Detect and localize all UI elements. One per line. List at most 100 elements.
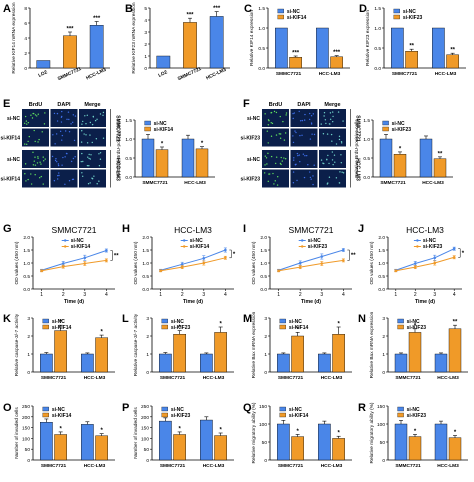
y-tick-label: 0 xyxy=(27,458,30,464)
y-tick-label: 1 xyxy=(27,352,30,358)
cell-dot xyxy=(273,110,276,113)
legend-entry: si-KIF14 xyxy=(52,413,72,419)
data-point xyxy=(40,269,43,273)
data-point xyxy=(180,265,184,269)
y-tick-label: 0.0 xyxy=(23,287,30,293)
legend-entry: si-KIF23 xyxy=(423,244,443,250)
y-tick-label: 0.5 xyxy=(258,46,265,52)
cell-dot xyxy=(299,134,301,137)
cell-dot xyxy=(333,154,336,156)
cell-dot xyxy=(52,134,54,136)
y-tick-label: 200 xyxy=(22,415,30,421)
y-tick-label: 1 xyxy=(144,54,147,60)
cell-dot xyxy=(332,115,334,118)
significance-mark: * xyxy=(178,426,181,432)
y-tick-label: 250 xyxy=(22,404,30,410)
y-axis-title: OD values (450 nm) xyxy=(14,241,20,284)
cell-dot xyxy=(266,130,269,132)
significance-mark: * xyxy=(201,141,204,147)
y-tick-label: 2 xyxy=(264,334,267,340)
y-tick-label: 0.5 xyxy=(125,156,132,162)
bar xyxy=(173,434,187,461)
legend-entry: si-KIF14 xyxy=(154,127,174,133)
cell-dot xyxy=(24,163,27,165)
cell-dot xyxy=(34,140,36,143)
significance-mark: * xyxy=(59,426,62,432)
x-tick-label: 2 xyxy=(414,292,417,298)
bar xyxy=(332,438,346,461)
cell-dot xyxy=(85,134,87,136)
bar xyxy=(394,423,408,461)
y-tick-label: 200 xyxy=(141,415,149,421)
panel-letter-h: H xyxy=(122,223,130,235)
significance-mark: * xyxy=(161,141,164,147)
cell-dot xyxy=(95,138,98,140)
cell-dot xyxy=(331,111,334,113)
y-tick-label: 2.0 xyxy=(23,235,30,241)
significance-mark: * xyxy=(454,430,457,436)
bar xyxy=(275,27,288,69)
cell-dot xyxy=(58,172,60,174)
cell-dot xyxy=(40,163,42,165)
cell-dot xyxy=(74,115,77,117)
chart-k: 0 1 2 3 Relative caspase-3/-7 activity * SMMC7… xyxy=(14,313,115,381)
data-point xyxy=(224,248,227,252)
cell-dot xyxy=(61,134,64,137)
y-tick-label: 250 xyxy=(141,404,149,410)
legend-swatch xyxy=(279,406,286,412)
y-tick-label: 5 xyxy=(144,6,147,12)
cell-dot xyxy=(302,153,305,155)
cell-dot xyxy=(88,165,90,167)
cell-dot xyxy=(292,141,295,144)
y-tick-label: 150 xyxy=(22,426,30,432)
cell-dot xyxy=(81,172,83,174)
bar xyxy=(394,353,408,373)
x-tick-label: 2 xyxy=(181,292,184,298)
micrograph-image xyxy=(79,128,106,147)
micrograph-column-label: BrdU xyxy=(269,102,282,108)
x-tick-label: HCC-LM3 xyxy=(321,463,343,469)
significance-mark: * xyxy=(296,429,299,435)
cell-dot xyxy=(309,171,311,173)
cell-dot xyxy=(278,133,280,135)
y-axis-title: Relative KIF14 expression xyxy=(249,10,255,66)
bar xyxy=(80,353,94,373)
cell-dot xyxy=(70,160,73,163)
y-tick-label: 0.0 xyxy=(258,66,265,72)
cell-dot xyxy=(326,158,328,161)
y-axis-title: Relative BrdU-positive cells xyxy=(116,119,122,178)
cell-dot xyxy=(292,117,294,120)
cell-dot xyxy=(41,131,43,133)
cell-dot xyxy=(82,120,84,123)
legend-entry: si-KIF23 xyxy=(407,325,427,331)
x-axis-title: Time (d) xyxy=(415,299,435,305)
bar xyxy=(209,16,224,69)
cell-dot xyxy=(309,138,312,140)
data-point xyxy=(202,261,206,265)
cell-dot xyxy=(323,162,325,165)
significance-mark: *** xyxy=(213,6,221,12)
x-tick-label: 1 xyxy=(277,292,280,298)
cell-dot xyxy=(32,112,35,115)
x-tick-label: 4 xyxy=(105,292,108,298)
panel-letter-n: N xyxy=(358,313,366,325)
legend-swatch xyxy=(144,126,151,132)
y-tick-label: 0 xyxy=(264,370,267,376)
cell-dot xyxy=(30,173,32,175)
y-tick-label: 1.0 xyxy=(23,261,30,267)
cell-dot xyxy=(327,154,329,157)
cell-dot xyxy=(38,138,40,141)
y-tick-label: 0 xyxy=(382,370,385,376)
cell-dot xyxy=(338,135,341,138)
cell-dot xyxy=(296,152,299,155)
legend-entry: si-NC xyxy=(289,407,302,413)
significance-mark: ** xyxy=(438,151,443,157)
cell-dot xyxy=(297,154,299,157)
significance-mark: * xyxy=(233,252,236,258)
cell-dot xyxy=(307,163,309,166)
bar xyxy=(80,424,94,461)
legend-swatch xyxy=(161,324,168,330)
y-tick-label: 1 xyxy=(382,352,385,358)
cell-dot xyxy=(264,164,266,166)
